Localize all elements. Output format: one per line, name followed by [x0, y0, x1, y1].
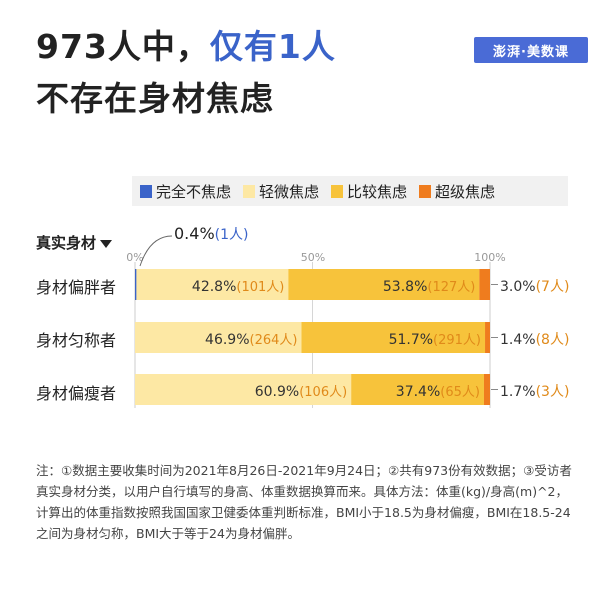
- legend-item-extreme: 超级焦虑: [419, 181, 495, 202]
- legend-item-relative: 比较焦虑: [331, 181, 407, 202]
- legend-label-slight: 轻微焦虑: [259, 182, 320, 201]
- footnote: 注：①数据主要收集时间为2021年8月26日-2021年9月24日；②共有973…: [36, 460, 576, 544]
- data-label-slight-row0: 42.8%(101人): [170, 276, 284, 295]
- zero-annotation: 0.4%(1人): [174, 224, 249, 244]
- y-axis-title: 真实身材: [36, 232, 113, 253]
- triangle-down-icon: [100, 239, 113, 248]
- data-label-relative-row1: 51.7%(291人): [367, 329, 481, 348]
- row-label-underweight: 身材偏瘦者: [36, 384, 117, 403]
- data-label-extreme-row1: 1.4%(8人): [500, 329, 569, 349]
- bar-slight-row0: [136, 269, 289, 300]
- data-label-count: (7人): [535, 279, 570, 295]
- zero-annotation-count: (1人): [214, 227, 249, 243]
- legend-item-slight: 轻微焦虑: [243, 181, 319, 202]
- data-label-value: 3.0%: [500, 279, 536, 295]
- legend-label-none: 完全不焦虑: [156, 182, 232, 201]
- legend-swatch-slight: [243, 184, 256, 198]
- bar-none-row0: [135, 269, 137, 300]
- bar-relative-row0: [288, 269, 480, 300]
- data-label-value: 1.7%: [500, 384, 536, 400]
- annotation-leader-line: [139, 235, 173, 267]
- data-label-count: (101人): [236, 280, 285, 295]
- title-prefix: 973人中，: [36, 27, 210, 66]
- data-label-slight-row2: 60.9%(106人): [233, 381, 347, 400]
- data-label-extreme-row2: 1.7%(3人): [500, 381, 569, 401]
- data-label-count: (65人): [440, 385, 480, 400]
- data-label-count: (8人): [535, 332, 570, 348]
- legend-item-none: 完全不焦虑: [140, 181, 231, 202]
- legend-swatch-none: [140, 184, 152, 198]
- data-label-value: 53.8%: [382, 279, 428, 295]
- bar-extreme-row0: [479, 269, 490, 300]
- data-label-value: 42.8%: [191, 279, 237, 295]
- bar-slight-row1: [135, 322, 302, 353]
- row-label-normal: 身材匀称者: [36, 331, 117, 350]
- x-tick-50: 50%: [300, 251, 326, 264]
- legend-label-relative: 比较焦虑: [347, 182, 408, 201]
- data-label-extreme-row0: 3.0%(7人): [500, 276, 569, 296]
- legend-label-extreme: 超级焦虑: [435, 182, 496, 201]
- data-label-value: 37.4%: [395, 384, 441, 400]
- data-label-relative-row2: 37.4%(65人): [366, 381, 480, 400]
- zero-annotation-value: 0.4%: [174, 224, 215, 243]
- legend-swatch-extreme: [419, 184, 432, 198]
- footnote-text: 注：①数据主要收集时间为2021年8月26日-2021年9月24日；②共有973…: [36, 463, 572, 541]
- data-label-count: (291人): [433, 333, 482, 348]
- bar-relative-row2: [351, 374, 484, 405]
- bar-relative-row1: [301, 322, 486, 353]
- y-axis-title-text: 真实身材: [36, 234, 97, 252]
- chart-legend: 完全不焦虑 轻微焦虑 比较焦虑 超级焦虑: [132, 176, 568, 206]
- data-label-relative-row0: 53.8%(127人): [361, 276, 475, 295]
- data-label-count: (3人): [535, 384, 570, 400]
- data-label-value: 60.9%: [254, 384, 300, 400]
- data-label-count: (264人): [249, 333, 298, 348]
- title-line-2: 不存在身材焦虑: [36, 79, 274, 118]
- row-label-overweight: 身材偏胖者: [36, 278, 117, 297]
- data-label-value: 1.4%: [500, 332, 536, 348]
- data-label-value: 46.9%: [205, 332, 250, 348]
- data-label-slight-row1: 46.9%(264人): [183, 329, 297, 348]
- bar-extreme-row2: [483, 374, 490, 405]
- data-label-count: (127人): [427, 280, 476, 295]
- data-label-value: 51.7%: [388, 332, 434, 348]
- title-highlight: 仅有1人: [209, 27, 336, 66]
- legend-swatch-relative: [331, 184, 344, 198]
- x-tick-0: 0%: [126, 251, 144, 264]
- brand-logo: 澎湃·美数课: [474, 37, 588, 63]
- bar-extreme-row1: [485, 322, 490, 353]
- x-tick-100: 100%: [474, 251, 506, 264]
- data-label-count: (106人): [299, 385, 348, 400]
- title-line-1: 973人中，仅有1人: [36, 20, 336, 68]
- bar-slight-row2: [135, 374, 352, 405]
